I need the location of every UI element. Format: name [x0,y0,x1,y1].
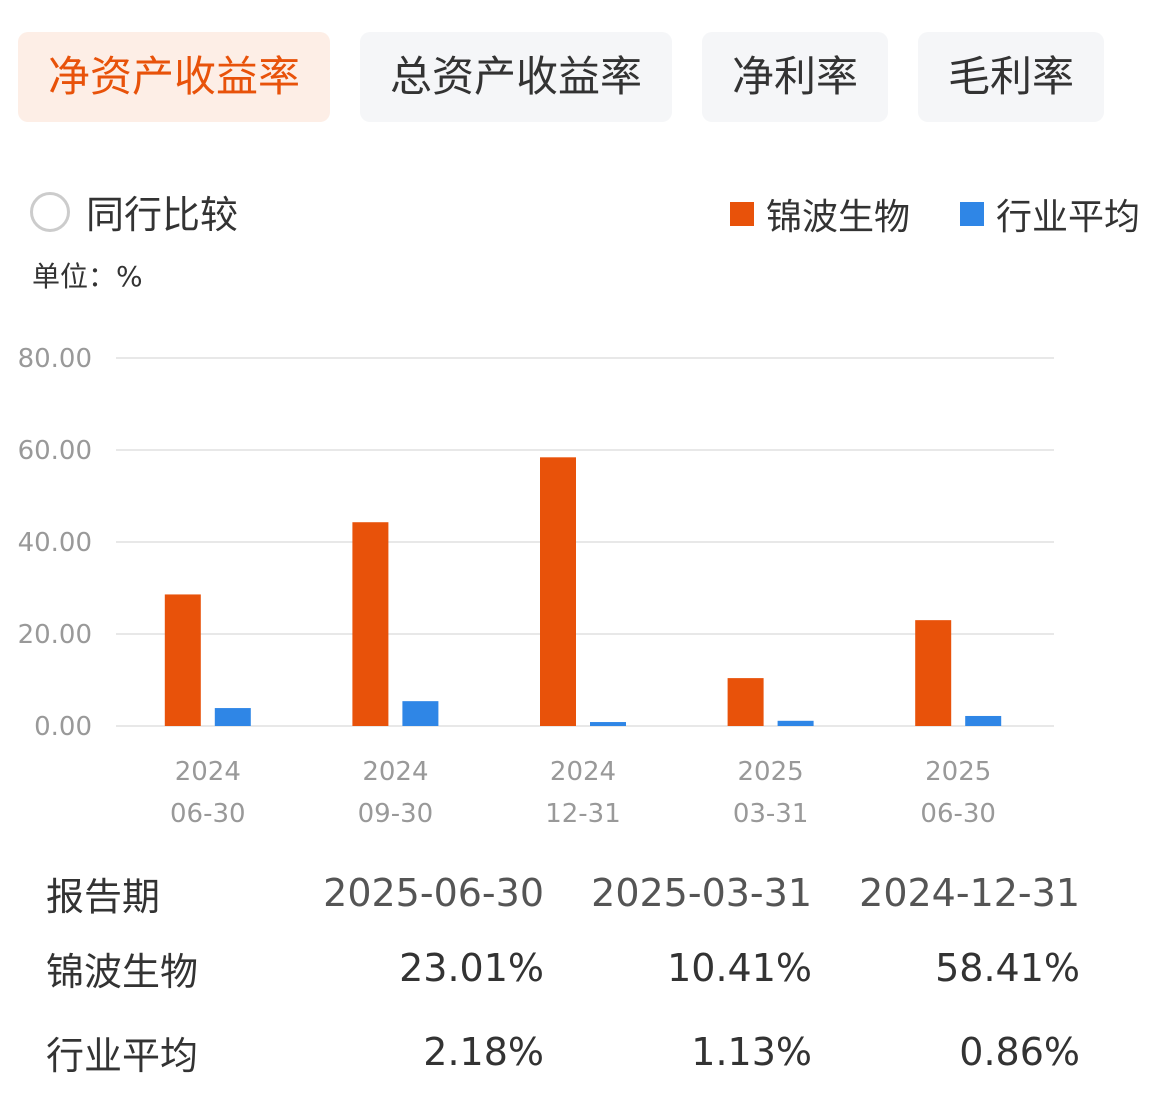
x-tick-date: 06-30 [920,799,996,829]
x-tick-year: 2025 [925,757,991,787]
bar-industry [590,722,626,726]
y-tick-label: 80.00 [18,344,92,374]
bar-industry [965,715,1002,726]
legend-swatch-industry [959,202,984,226]
table-cell: 10.41% [667,946,812,990]
x-tick-date: 09-30 [358,799,434,829]
x-tick-date: 06-30 [170,799,246,829]
radio-icon[interactable] [30,191,70,232]
y-tick-label: 20.00 [18,620,92,650]
tab-net-margin[interactable]: 净利率 [702,32,888,122]
bar-industry [214,708,251,726]
legend-swatch-company [729,202,754,226]
tab-bar: 净资产收益率 总资产收益率 净利率 毛利率 [18,32,1134,122]
table-header-period: 2024-12-31 [859,871,1080,915]
legend-item-company: 锦波生物 [729,188,910,240]
roe-bar-chart: 0.00 20.00 40.00 60.00 80.00 2024 06-30 2024 09-… [18,344,1054,829]
legend-label-company: 锦波生物 [765,197,910,238]
y-tick-label: 0.00 [34,712,92,742]
bar-company [352,522,389,726]
tab-gross-margin[interactable]: 毛利率 [918,32,1104,122]
table-cell: 1.13% [691,1030,812,1074]
table-header-row: 报告期 2025-06-30 2025-03-31 2024-12-31 [46,860,1080,926]
bar-company [727,678,764,726]
table-row-label: 锦波生物 [46,949,199,994]
x-tick-date: 12-31 [545,799,621,829]
table-row-label: 行业平均 [46,1033,199,1078]
table-row-company: 锦波生物 23.01% 10.41% 58.41% [46,926,1080,1010]
data-table: 报告期 2025-06-30 2025-03-31 2024-12-31 锦波生… [46,860,1080,1094]
x-tick-date: 03-31 [733,799,809,829]
x-tick-year: 2024 [175,757,241,787]
table-header-label: 报告期 [46,874,161,919]
bar-company [540,457,576,726]
tab-roe[interactable]: 净资产收益率 [18,32,330,122]
table-cell: 2.18% [423,1030,544,1074]
peer-compare-label: 同行比较 [86,193,239,237]
x-tick-year: 2025 [738,757,804,787]
bar-company [164,594,201,726]
bar-industry [402,701,439,726]
table-header-period: 2025-06-30 [323,871,544,915]
y-tick-label: 40.00 [18,528,92,558]
x-tick-year: 2024 [362,757,428,787]
legend-item-industry: 行业平均 [959,188,1140,240]
x-tick-year: 2024 [550,757,616,787]
y-tick-label: 60.00 [18,436,92,466]
chart-legend: 锦波生物 行业平均 [680,188,1140,240]
table-cell: 23.01% [399,946,544,990]
bar-company [915,620,952,726]
unit-label: 单位：% [32,260,143,293]
table-row-industry: 行业平均 2.18% 1.13% 0.86% [46,1010,1080,1094]
tab-roa[interactable]: 总资产收益率 [360,32,672,122]
table-cell: 0.86% [959,1030,1080,1074]
peer-compare-toggle[interactable]: 同行比较 [30,184,238,239]
bar-industry [777,720,814,726]
table-header-period: 2025-03-31 [591,871,812,915]
legend-label-industry: 行业平均 [995,197,1140,238]
table-cell: 58.41% [935,946,1080,990]
